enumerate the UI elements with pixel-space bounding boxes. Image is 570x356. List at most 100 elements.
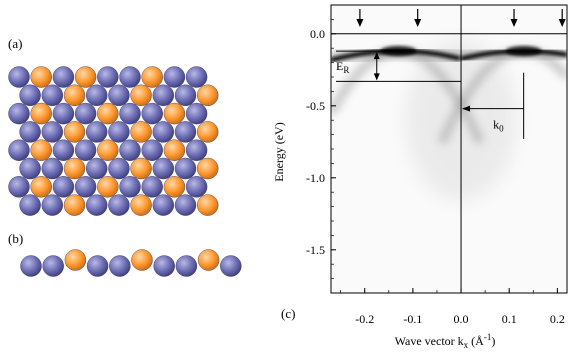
adatom-atom [130, 194, 152, 216]
adatom-atom [74, 66, 97, 88]
substrate-atom [152, 194, 175, 216]
x-axis-unit-open: (Å [471, 334, 484, 348]
adatom-atom [30, 176, 52, 198]
substrate-atom [141, 139, 163, 161]
substrate-atom [41, 157, 63, 180]
adatom-atom [196, 194, 219, 216]
side-adatom [197, 249, 220, 271]
adatom-atom [130, 84, 152, 107]
panel-c-label: (c) [281, 306, 295, 321]
side-substrate-atom [42, 255, 64, 277]
substrate-atom [141, 102, 163, 125]
x-axis-label: Wave vector kx (Å-1) [395, 332, 496, 350]
x-tick-label: -0.2 [355, 312, 374, 326]
substrate-atom [52, 176, 75, 198]
adatom-atom [63, 157, 86, 180]
substrate-atom [19, 84, 41, 107]
y-tick-label: 0.0 [310, 27, 325, 41]
substrate-atom [185, 139, 208, 161]
top-view-lattice [8, 66, 219, 216]
substrate-atom [85, 194, 108, 216]
marker-arrow-head [356, 19, 364, 27]
y-tick-label: -0.5 [306, 99, 325, 113]
er-arrow-head-up [373, 52, 380, 60]
x-tick-label: -0.1 [403, 312, 422, 326]
substrate-atom [185, 102, 208, 125]
k0-label-main: k [493, 118, 499, 132]
side-substrate-atom [109, 255, 131, 277]
adatom-atom [30, 139, 52, 161]
substrate-atom [8, 102, 30, 125]
substrate-atom [52, 102, 75, 125]
er-label: ER [336, 59, 349, 75]
y-tick-label: -1.5 [306, 243, 325, 257]
substrate-atom [174, 84, 197, 107]
x-axis-label-sub: x [464, 340, 469, 350]
substrate-atom [108, 157, 130, 180]
substrate-atom [19, 121, 41, 143]
substrate-atom [174, 194, 197, 216]
y-axis-label: Energy (eV) [272, 122, 286, 181]
adatom-atom [196, 84, 219, 107]
substrate-atom [74, 176, 97, 198]
substrate-atom [41, 84, 63, 107]
er-arrow-head-down [373, 73, 380, 81]
k0-arrow-head [462, 105, 471, 112]
substrate-atom [97, 66, 119, 88]
x-axis-unit-close: ) [491, 334, 495, 348]
side-substrate-atom [220, 255, 242, 277]
substrate-atom [41, 121, 63, 143]
adatom-atom [196, 121, 219, 143]
substrate-atom [41, 194, 63, 216]
adatom-atom [163, 102, 186, 125]
substrate-atom [19, 194, 41, 216]
k0-label: k0 [493, 118, 504, 134]
panel-b-label: (b) [8, 231, 23, 246]
substrate-atom [8, 139, 30, 161]
adatom-atom [97, 102, 119, 125]
x-tick-label: 0.2 [550, 312, 565, 326]
substrate-atom [108, 194, 130, 216]
adatom-atom [141, 66, 163, 88]
substrate-atom [185, 66, 208, 88]
side-adatom [64, 249, 87, 271]
substrate-atom [8, 66, 30, 88]
adatom-atom [63, 194, 86, 216]
substrate-atom [152, 121, 175, 143]
substrate-atom [74, 139, 97, 161]
er-label-sub: R [343, 65, 349, 75]
adatom-atom [130, 121, 152, 143]
marker-arrow-head [558, 19, 566, 27]
substrate-atom [108, 121, 130, 143]
x-axis-unit-sup: -1 [484, 332, 492, 342]
substrate-atom [174, 121, 197, 143]
marker-arrow-head [414, 19, 422, 27]
x-tick-label: 0.0 [454, 312, 469, 326]
substrate-atom [108, 84, 130, 107]
substrate-atom [119, 102, 141, 125]
er-label-main: E [336, 59, 343, 73]
side-substrate-atom [20, 255, 42, 277]
side-adatom [131, 249, 153, 271]
substrate-atom [74, 102, 97, 125]
substrate-atom [141, 176, 163, 198]
substrate-atom [119, 139, 141, 161]
side-substrate-atom [153, 255, 175, 277]
arrow-markers [356, 9, 566, 27]
substrate-atom [152, 84, 175, 107]
substrate-atom [119, 176, 141, 198]
marker-arrow-head [510, 19, 518, 27]
adatom-atom [63, 121, 86, 143]
axes: 0.0 -0.5 -1.0 -1.5 -0.2 -0.1 0.0 0.1 0.2 [306, 4, 568, 326]
substrate-atom [19, 157, 41, 180]
adatom-atom [130, 157, 152, 180]
substrate-atom [163, 66, 186, 88]
x-tick-label: 0.1 [502, 312, 517, 326]
adatom-atom [163, 176, 186, 198]
adatom-atom [30, 66, 52, 88]
adatom-atom [196, 157, 219, 180]
adatom-atom [163, 139, 186, 161]
